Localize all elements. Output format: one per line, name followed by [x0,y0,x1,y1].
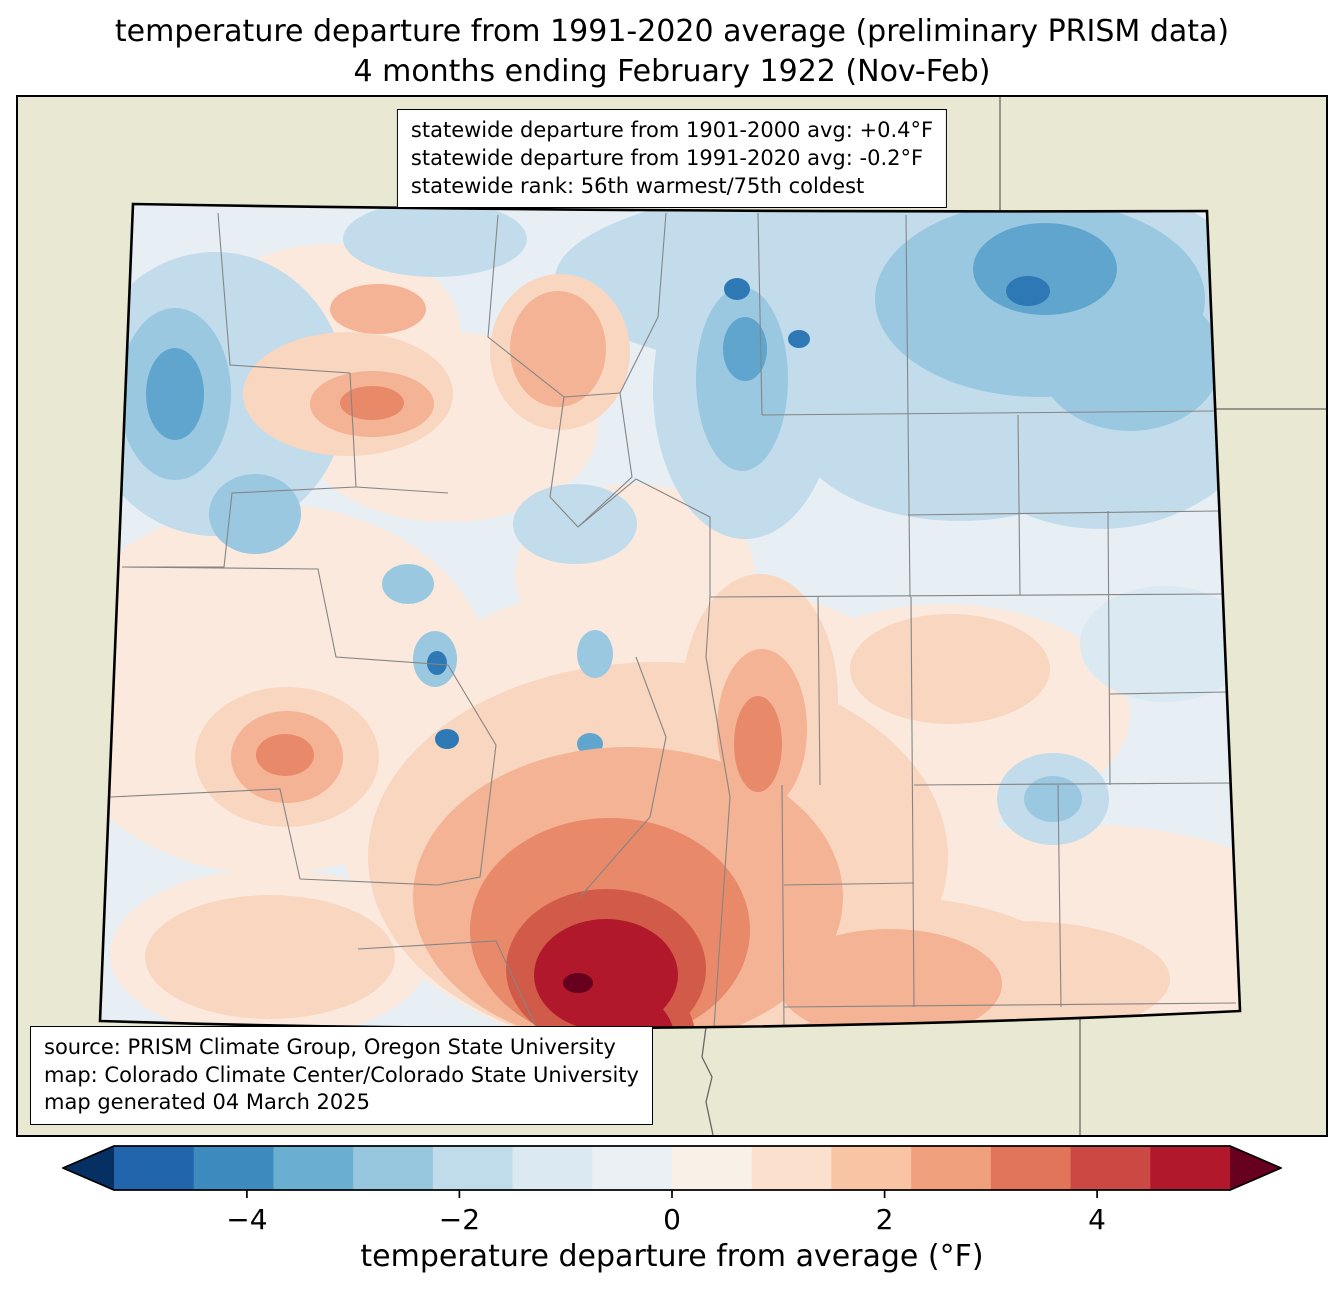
svg-text:−4: −4 [226,1203,267,1236]
source-attribution-box: source: PRISM Climate Group, Oregon Stat… [30,1026,653,1126]
svg-text:−2: −2 [439,1203,480,1236]
statewide-stats-box: statewide departure from 1901-2000 avg: … [396,109,948,209]
title-line-1: temperature departure from 1991-2020 ave… [114,14,1230,49]
temperature-field [100,204,1240,1029]
source-line-1: source: PRISM Climate Group, Oregon Stat… [44,1035,616,1060]
colorbar-axis-label: temperature departure from average (°F) [360,1239,984,1275]
colorbar: −4 −2 0 2 4 [62,1145,1282,1237]
source-line-2: map: Colorado Climate Center/Colorado St… [44,1062,639,1087]
stats-line-3: statewide rank: 56th warmest/75th coldes… [410,173,865,198]
source-line-3: map generated 04 March 2025 [44,1090,371,1115]
map-frame: statewide departure from 1901-2000 avg: … [16,95,1328,1138]
neighbor-state-borders [701,97,1326,1136]
colorado-temperature-map [18,97,1326,1136]
county-borders [109,213,1237,1028]
stats-line-1: statewide departure from 1901-2000 avg: … [410,118,934,143]
colorbar-svg: −4 −2 0 2 4 [62,1145,1282,1236]
stats-line-2: statewide departure from 1991-2020 avg: … [410,145,924,170]
title-line-2: 4 months ending February 1922 (Nov-Feb) [353,53,991,89]
svg-text:2: 2 [876,1203,894,1236]
svg-text:4: 4 [1088,1203,1106,1236]
figure-title: temperature departure from 1991-2020 ave… [0,0,1344,91]
svg-text:0: 0 [663,1203,681,1236]
